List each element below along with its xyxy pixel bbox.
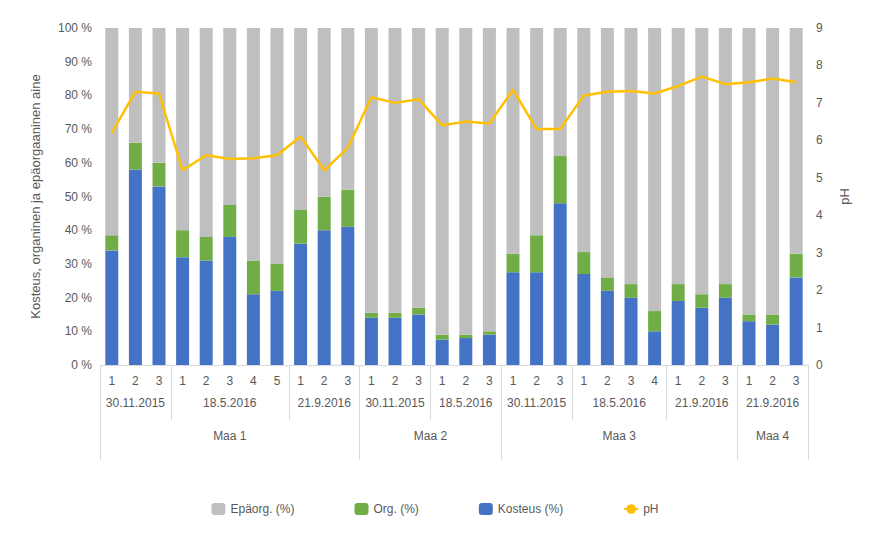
svg-text:30.11.2015: 30.11.2015 xyxy=(106,396,165,410)
svg-text:21.9.2016: 21.9.2016 xyxy=(675,396,729,410)
svg-text:2: 2 xyxy=(816,283,823,297)
svg-text:30.11.2015: 30.11.2015 xyxy=(507,396,566,410)
svg-text:2: 2 xyxy=(769,374,776,388)
svg-text:30 %: 30 % xyxy=(65,257,93,271)
svg-text:4: 4 xyxy=(250,374,257,388)
svg-text:1: 1 xyxy=(297,374,304,388)
svg-text:2: 2 xyxy=(203,374,210,388)
svg-text:Maa 2: Maa 2 xyxy=(414,429,448,443)
svg-text:2: 2 xyxy=(392,374,399,388)
svg-text:0 %: 0 % xyxy=(71,358,92,372)
svg-text:40 %: 40 % xyxy=(65,223,93,237)
svg-text:18.5.2016: 18.5.2016 xyxy=(439,396,493,410)
svg-text:2: 2 xyxy=(604,374,611,388)
svg-text:3: 3 xyxy=(722,374,729,388)
svg-text:pH: pH xyxy=(643,502,658,516)
svg-text:1: 1 xyxy=(179,374,186,388)
svg-text:Maa 1: Maa 1 xyxy=(213,429,247,443)
svg-text:3: 3 xyxy=(628,374,635,388)
svg-text:5: 5 xyxy=(816,171,823,185)
svg-text:Org. (%): Org. (%) xyxy=(373,502,418,516)
svg-text:5: 5 xyxy=(274,374,281,388)
svg-text:3: 3 xyxy=(344,374,351,388)
svg-text:4: 4 xyxy=(816,208,823,222)
svg-text:1: 1 xyxy=(675,374,682,388)
svg-text:21.9.2016: 21.9.2016 xyxy=(746,396,800,410)
svg-text:3: 3 xyxy=(156,374,163,388)
svg-text:80 %: 80 % xyxy=(65,88,93,102)
svg-text:pH: pH xyxy=(837,188,852,205)
svg-text:7: 7 xyxy=(816,96,823,110)
svg-text:70 %: 70 % xyxy=(65,122,93,136)
svg-text:3: 3 xyxy=(557,374,564,388)
svg-text:2: 2 xyxy=(698,374,705,388)
svg-text:1: 1 xyxy=(108,374,115,388)
svg-text:3: 3 xyxy=(415,374,422,388)
svg-text:20 %: 20 % xyxy=(65,291,93,305)
svg-text:3: 3 xyxy=(226,374,233,388)
svg-text:1: 1 xyxy=(746,374,753,388)
svg-text:3: 3 xyxy=(816,246,823,260)
svg-text:0: 0 xyxy=(816,358,823,372)
svg-text:6: 6 xyxy=(816,133,823,147)
svg-text:Maa 4: Maa 4 xyxy=(756,429,790,443)
svg-text:Kosteus (%): Kosteus (%) xyxy=(498,502,563,516)
svg-text:10 %: 10 % xyxy=(65,324,93,338)
svg-text:2: 2 xyxy=(321,374,328,388)
svg-text:21.9.2016: 21.9.2016 xyxy=(298,396,352,410)
svg-text:100 %: 100 % xyxy=(58,21,92,35)
svg-text:1: 1 xyxy=(816,321,823,335)
svg-text:18.5.2016: 18.5.2016 xyxy=(203,396,257,410)
svg-text:2: 2 xyxy=(132,374,139,388)
svg-text:1: 1 xyxy=(510,374,517,388)
svg-text:Epäorg. (%): Epäorg. (%) xyxy=(230,502,294,516)
svg-text:Kosteus, organinen ja epäorgaa: Kosteus, organinen ja epäorgaaninen aine xyxy=(28,74,43,318)
svg-text:2: 2 xyxy=(462,374,469,388)
svg-text:3: 3 xyxy=(793,374,800,388)
svg-text:Maa 3: Maa 3 xyxy=(603,429,637,443)
svg-text:9: 9 xyxy=(816,21,823,35)
svg-text:1: 1 xyxy=(439,374,446,388)
svg-text:50 %: 50 % xyxy=(65,190,93,204)
svg-text:4: 4 xyxy=(651,374,658,388)
svg-text:18.5.2016: 18.5.2016 xyxy=(593,396,647,410)
svg-text:30.11.2015: 30.11.2015 xyxy=(365,396,424,410)
svg-text:60 %: 60 % xyxy=(65,156,93,170)
svg-text:1: 1 xyxy=(580,374,587,388)
svg-text:90 %: 90 % xyxy=(65,55,93,69)
svg-text:2: 2 xyxy=(533,374,540,388)
svg-text:3: 3 xyxy=(486,374,493,388)
svg-text:1: 1 xyxy=(368,374,375,388)
svg-text:8: 8 xyxy=(816,58,823,72)
